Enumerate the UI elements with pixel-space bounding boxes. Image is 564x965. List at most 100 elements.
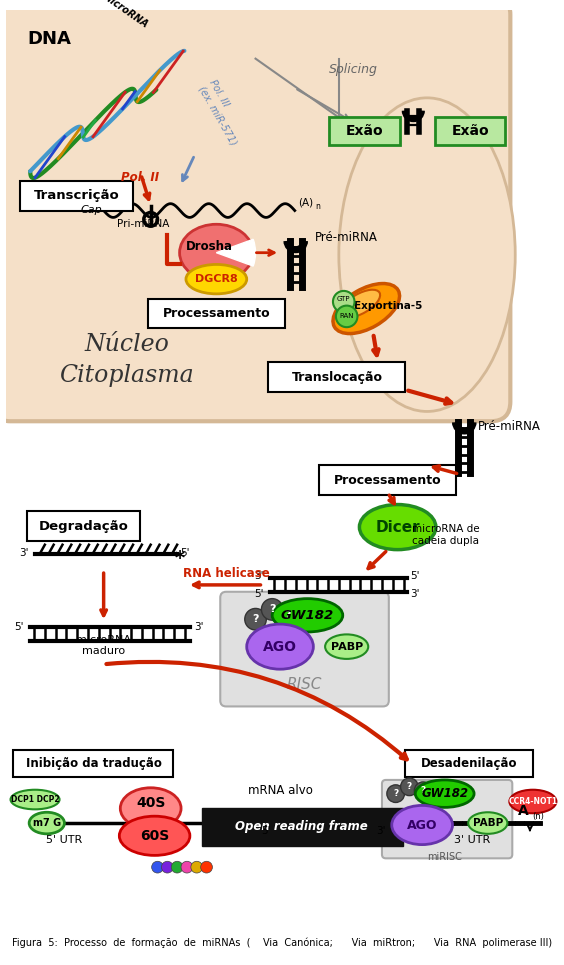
Text: Núcleo: Núcleo — [84, 333, 169, 356]
Text: microRNA de
cadeia dupla: microRNA de cadeia dupla — [412, 524, 480, 546]
Circle shape — [161, 862, 173, 873]
Text: 3': 3' — [376, 826, 386, 836]
Circle shape — [245, 608, 266, 630]
Ellipse shape — [325, 634, 368, 659]
Text: A: A — [518, 804, 528, 818]
Ellipse shape — [392, 806, 452, 844]
Text: RISC: RISC — [287, 676, 322, 692]
Ellipse shape — [272, 598, 343, 632]
Ellipse shape — [120, 816, 190, 855]
Text: *: * — [174, 549, 184, 568]
Text: 3': 3' — [19, 547, 28, 558]
Bar — [148, 299, 285, 328]
Text: ?: ? — [252, 614, 259, 624]
Text: 5': 5' — [261, 826, 270, 836]
Text: Transcrição: Transcrição — [34, 189, 120, 203]
Text: Pol. II: Pol. II — [121, 171, 160, 184]
Text: 5': 5' — [14, 622, 23, 632]
Ellipse shape — [29, 813, 64, 834]
Ellipse shape — [186, 264, 246, 294]
Ellipse shape — [120, 787, 181, 829]
Text: Splicing: Splicing — [329, 64, 378, 76]
Text: 40S: 40S — [136, 796, 165, 811]
Bar — [406, 750, 533, 777]
Circle shape — [336, 306, 358, 327]
Text: Citoplasma: Citoplasma — [60, 364, 194, 387]
Text: (A): (A) — [298, 198, 313, 207]
Text: AGO: AGO — [263, 640, 297, 653]
Text: Pri-miRNA: Pri-miRNA — [117, 219, 169, 230]
Text: 5': 5' — [411, 571, 420, 581]
Text: RAN: RAN — [340, 314, 354, 319]
Text: Degradação: Degradação — [39, 519, 129, 533]
Text: 5': 5' — [180, 547, 190, 558]
Text: miRISC: miRISC — [428, 852, 462, 863]
Text: GTP: GTP — [337, 295, 350, 302]
Ellipse shape — [11, 789, 60, 810]
Text: Open reading frame: Open reading frame — [235, 820, 368, 834]
Text: Exportina-5: Exportina-5 — [354, 301, 422, 311]
Circle shape — [400, 778, 418, 795]
Text: GW182: GW182 — [281, 609, 334, 621]
Bar — [20, 181, 133, 210]
Text: 3' UTR: 3' UTR — [454, 835, 490, 844]
Text: PABP: PABP — [331, 642, 363, 651]
Text: RNA helicase: RNA helicase — [183, 567, 270, 580]
Bar — [435, 118, 505, 145]
Text: Inibição da tradução: Inibição da tradução — [26, 757, 162, 770]
Text: ?: ? — [269, 604, 275, 615]
Wedge shape — [217, 239, 255, 266]
Text: Processamento: Processamento — [334, 474, 442, 486]
Text: Dicer: Dicer — [375, 519, 420, 535]
Text: ?: ? — [285, 610, 291, 620]
Text: Figura  5:  Processo  de  formação  de  miRNAs  (    Via  Canónica;      Via  mi: Figura 5: Processo de formação de miRNAs… — [12, 938, 552, 949]
Circle shape — [181, 862, 193, 873]
FancyBboxPatch shape — [0, 0, 510, 422]
FancyBboxPatch shape — [221, 592, 389, 706]
Ellipse shape — [359, 505, 436, 550]
Text: PABP: PABP — [473, 818, 503, 828]
Ellipse shape — [179, 224, 253, 281]
Ellipse shape — [415, 780, 474, 808]
Text: 3': 3' — [254, 571, 263, 581]
Text: DGCR8: DGCR8 — [195, 274, 237, 284]
Text: Gene de microRNA: Gene de microRNA — [60, 0, 149, 29]
Bar — [14, 750, 173, 777]
Circle shape — [201, 862, 213, 873]
Text: Pol. III
(ex. miR-571): Pol. III (ex. miR-571) — [197, 78, 249, 147]
Text: Drosha: Drosha — [186, 240, 233, 253]
Circle shape — [191, 862, 202, 873]
Text: DNA: DNA — [27, 30, 71, 48]
Bar — [27, 511, 140, 540]
Text: (n): (n) — [532, 813, 544, 821]
Text: Pré-miRNA: Pré-miRNA — [315, 231, 378, 243]
Ellipse shape — [509, 789, 557, 813]
Text: Processamento: Processamento — [162, 307, 270, 320]
Text: Exão: Exão — [346, 124, 383, 138]
Bar — [319, 465, 456, 495]
Text: 3': 3' — [411, 589, 420, 598]
Circle shape — [262, 598, 283, 620]
Text: ?: ? — [421, 786, 426, 795]
Text: ?: ? — [393, 789, 398, 798]
Ellipse shape — [246, 624, 314, 669]
Text: Cap: Cap — [81, 206, 103, 215]
Text: microRNA
maduro: microRNA maduro — [76, 635, 131, 656]
Text: Exão: Exão — [451, 124, 489, 138]
Text: n: n — [315, 202, 320, 210]
Circle shape — [277, 604, 299, 626]
Text: Pré-miRNA: Pré-miRNA — [478, 420, 541, 432]
Text: GW182: GW182 — [421, 787, 468, 800]
Circle shape — [387, 785, 404, 803]
Text: DCP1 DCP2: DCP1 DCP2 — [11, 795, 59, 804]
Text: Desadenilação: Desadenilação — [421, 757, 517, 770]
Text: Translocação: Translocação — [292, 371, 382, 384]
FancyBboxPatch shape — [382, 780, 512, 858]
Bar — [329, 118, 400, 145]
Text: mRNA alvo: mRNA alvo — [248, 784, 312, 797]
Text: CCR4-NOT1: CCR4-NOT1 — [508, 797, 557, 806]
Ellipse shape — [333, 284, 399, 334]
Text: 60S: 60S — [140, 829, 169, 842]
Text: 3': 3' — [194, 622, 203, 632]
Ellipse shape — [341, 290, 380, 317]
